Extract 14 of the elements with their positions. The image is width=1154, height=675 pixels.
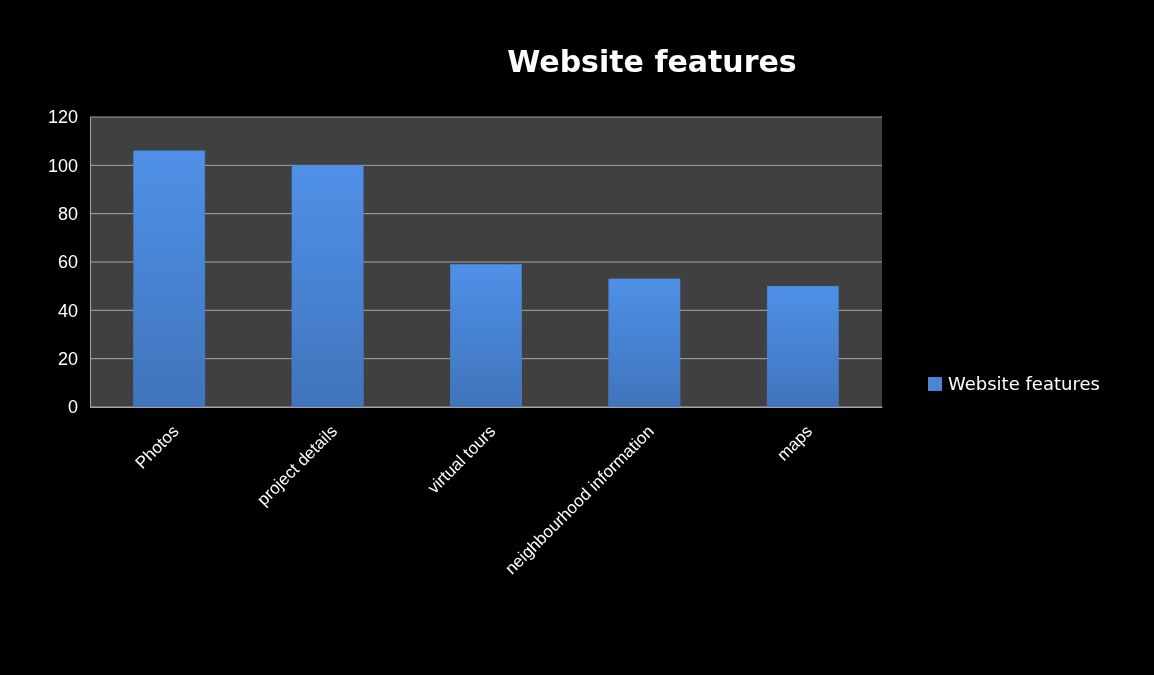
y-tick-label: 0 — [67, 397, 78, 418]
bar — [766, 285, 839, 408]
y-tick-label: 20 — [57, 348, 78, 369]
chart-title: Website features — [507, 44, 797, 79]
y-tick-label: 60 — [57, 252, 78, 273]
y-tick-label: 120 — [47, 107, 78, 128]
bar — [450, 264, 522, 408]
bar — [133, 150, 206, 408]
bar — [608, 278, 681, 408]
y-tick-label: 40 — [57, 300, 78, 321]
legend-label: Website features — [948, 373, 1100, 395]
bar — [291, 165, 364, 408]
y-tick-label: 100 — [47, 155, 78, 176]
y-tick-label: 80 — [57, 203, 78, 224]
